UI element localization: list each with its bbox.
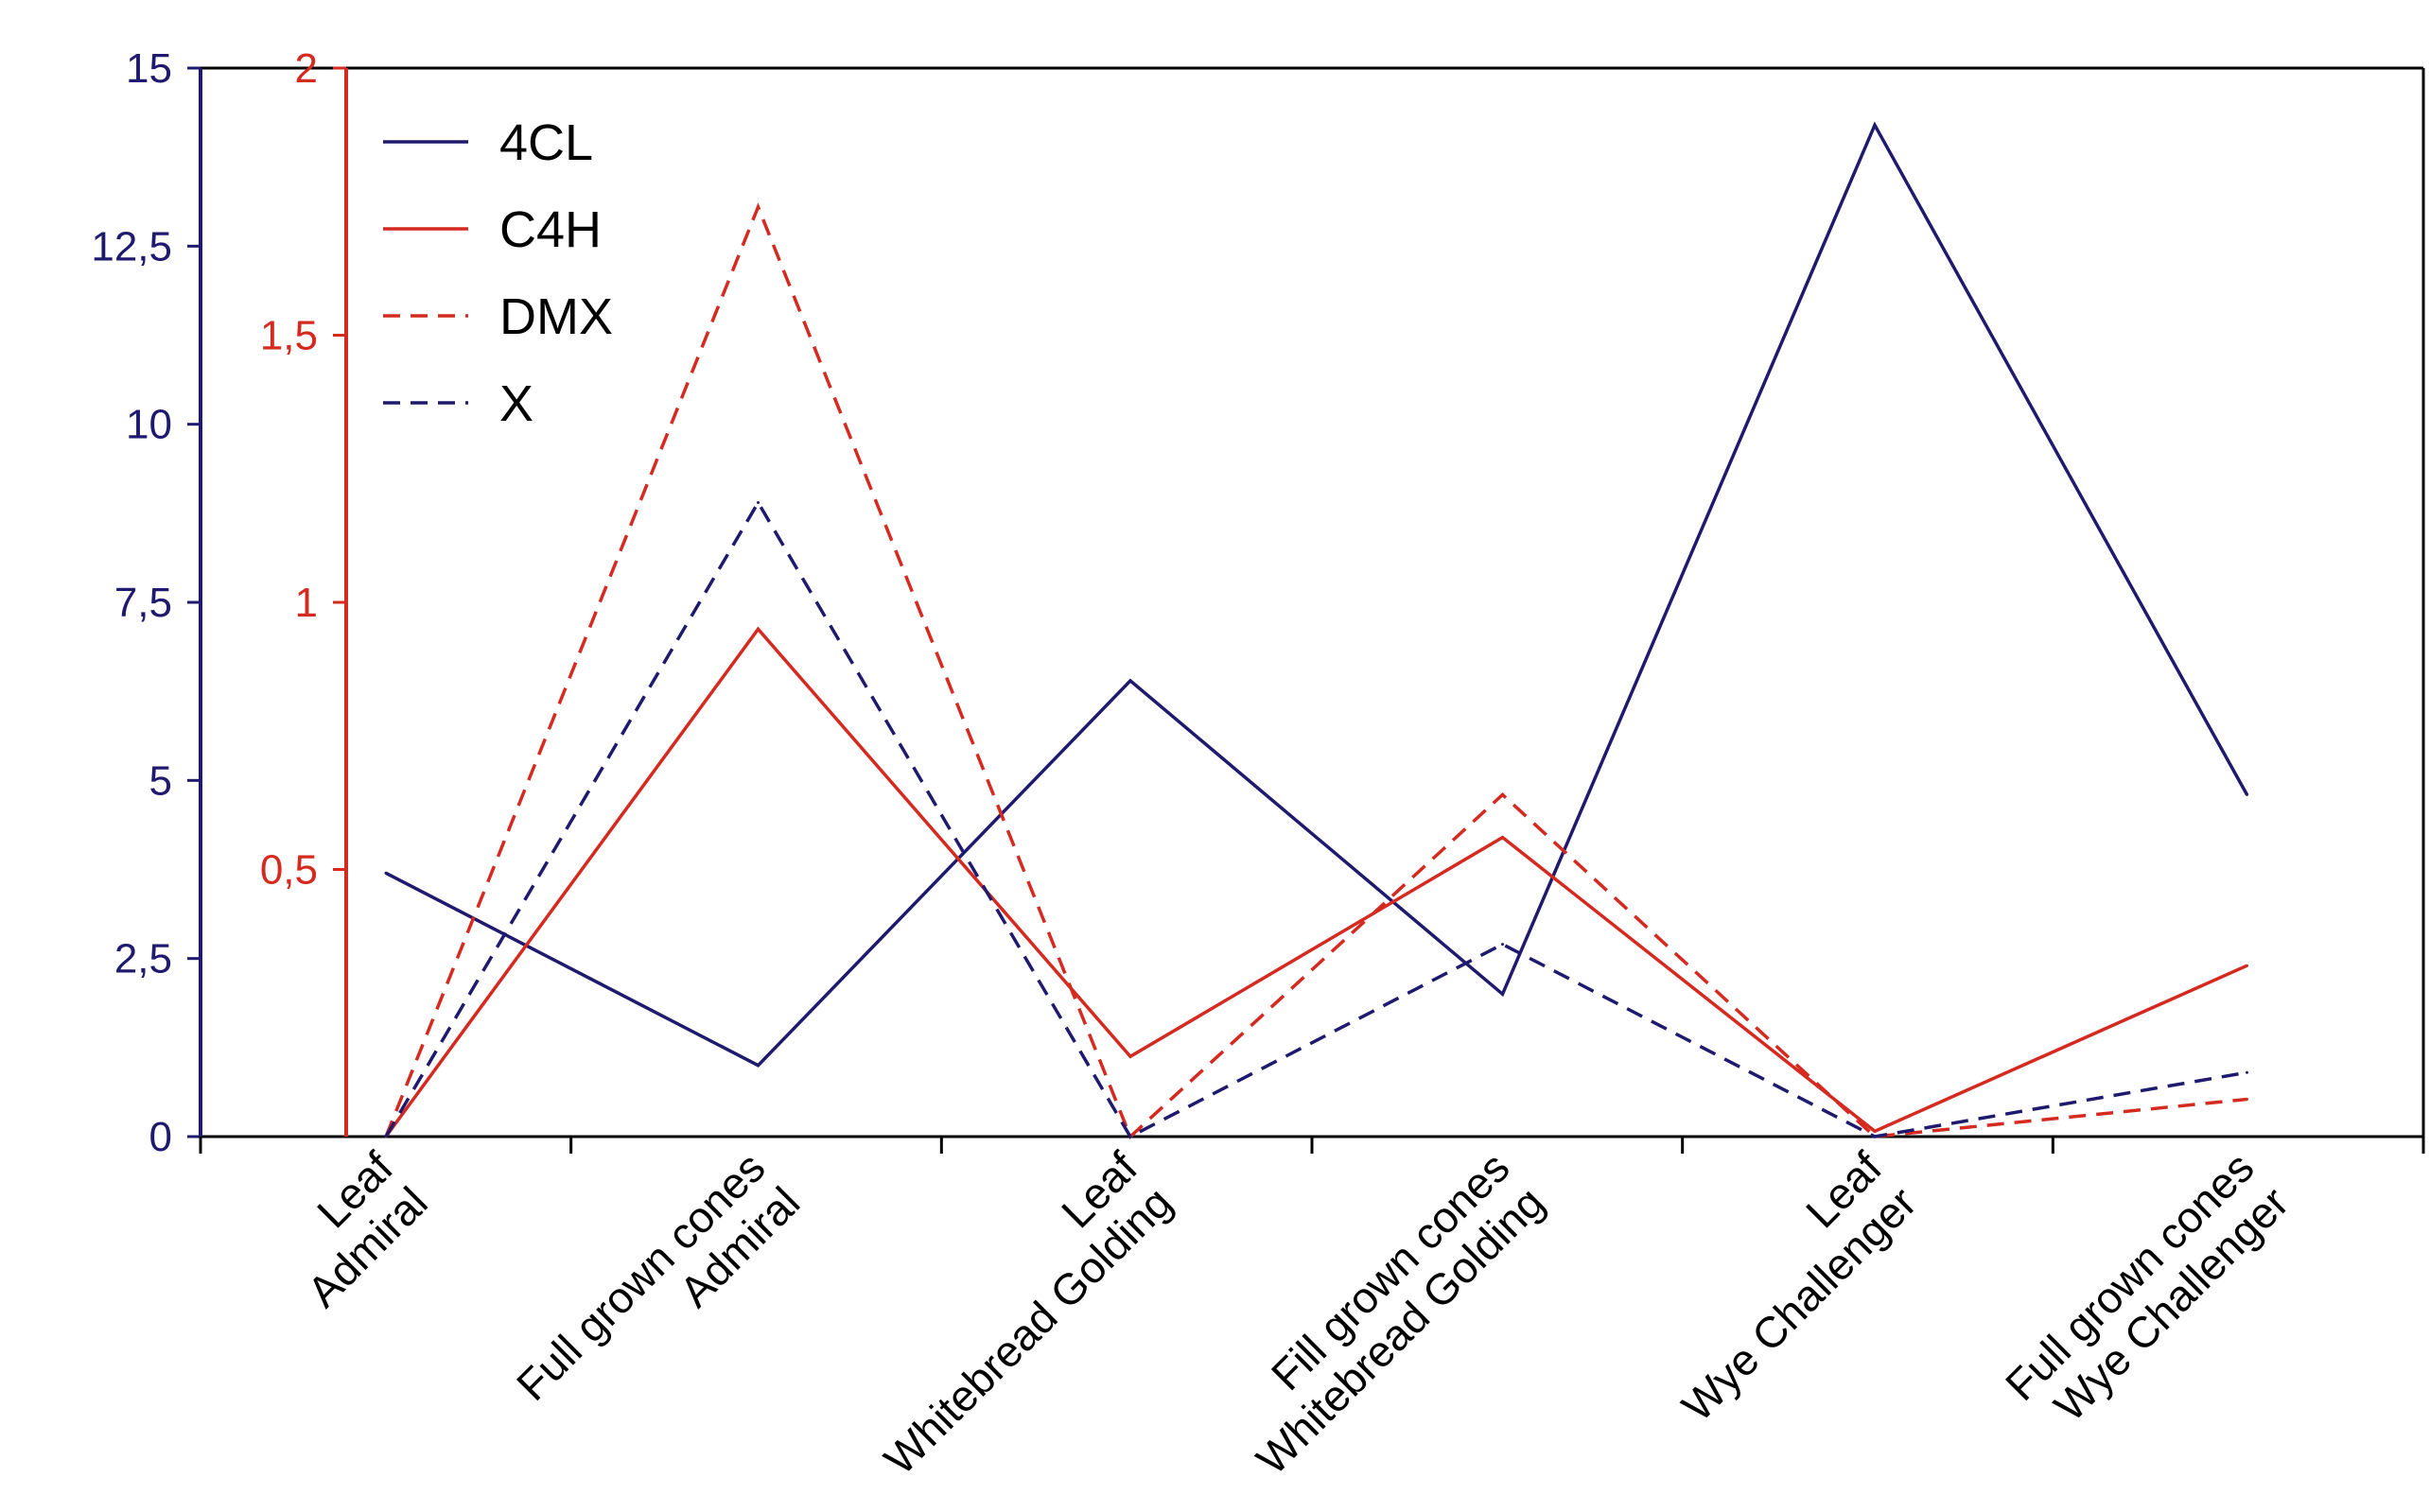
- data-point-c4h: [1128, 1054, 1132, 1058]
- right-y-tick-label: 2: [295, 45, 318, 92]
- left-y-tick-label: 5: [149, 757, 172, 804]
- data-point-dmx: [2246, 1097, 2248, 1101]
- data-point-dmx: [757, 205, 760, 209]
- series-line-4cl: [385, 121, 2249, 1068]
- data-point-c4h: [1501, 836, 1504, 840]
- legend-label-c4h: C4H: [499, 201, 602, 258]
- right-y-tick-label: 1,5: [260, 313, 318, 359]
- x-category-line: Whitebread Golding: [1247, 1177, 1553, 1484]
- right-y-tick-label: 0,5: [260, 847, 318, 894]
- data-point-4cl: [1128, 679, 1132, 683]
- series-lines: [384, 121, 2249, 1140]
- legend-label-dmx: DMX: [499, 288, 613, 345]
- data-point-4cl: [2246, 792, 2248, 796]
- x-category-line: Whitebread Golding: [875, 1177, 1181, 1484]
- data-point-x: [757, 501, 760, 505]
- data-point-4cl: [1873, 123, 1877, 127]
- data-point-x: [1873, 1135, 1877, 1138]
- legend: 4CL C4H DMX X: [383, 114, 613, 432]
- left-y-tick-label: 0: [149, 1114, 172, 1160]
- left-y-tick-label: 10: [126, 402, 172, 448]
- left-y-tick-label: 12,5: [91, 223, 172, 269]
- x-category-line: Wye Challenger: [1672, 1177, 1926, 1431]
- data-point-x: [384, 1135, 388, 1138]
- right-y-tick-label: 1: [295, 580, 318, 626]
- left-y-tick-label: 7,5: [114, 580, 172, 626]
- data-point-c4h: [2246, 964, 2248, 967]
- data-point-4cl: [1501, 992, 1504, 996]
- left-y-tick-label: 2,5: [114, 936, 172, 982]
- data-point-4cl: [757, 1064, 760, 1068]
- data-point-x: [1501, 943, 1504, 947]
- legend-label-x: X: [499, 375, 533, 432]
- axes: 0 2,5 5 7,5 10 12,5 15 0,5 1 1,5 2: [91, 45, 2425, 1160]
- data-point-c4h: [757, 627, 760, 631]
- legend-label-4cl: 4CL: [499, 114, 593, 171]
- series-line-dmx: [384, 202, 2247, 1140]
- data-point-4cl: [384, 871, 388, 875]
- data-point-x: [2246, 1070, 2248, 1074]
- series-line-x: [384, 499, 2247, 1139]
- data-point-dmx: [1501, 792, 1504, 796]
- data-point-c4h: [1873, 1129, 1877, 1133]
- left-y-tick-label: 15: [126, 45, 172, 92]
- data-point-x: [1128, 1135, 1132, 1138]
- series-line-c4h: [384, 626, 2248, 1138]
